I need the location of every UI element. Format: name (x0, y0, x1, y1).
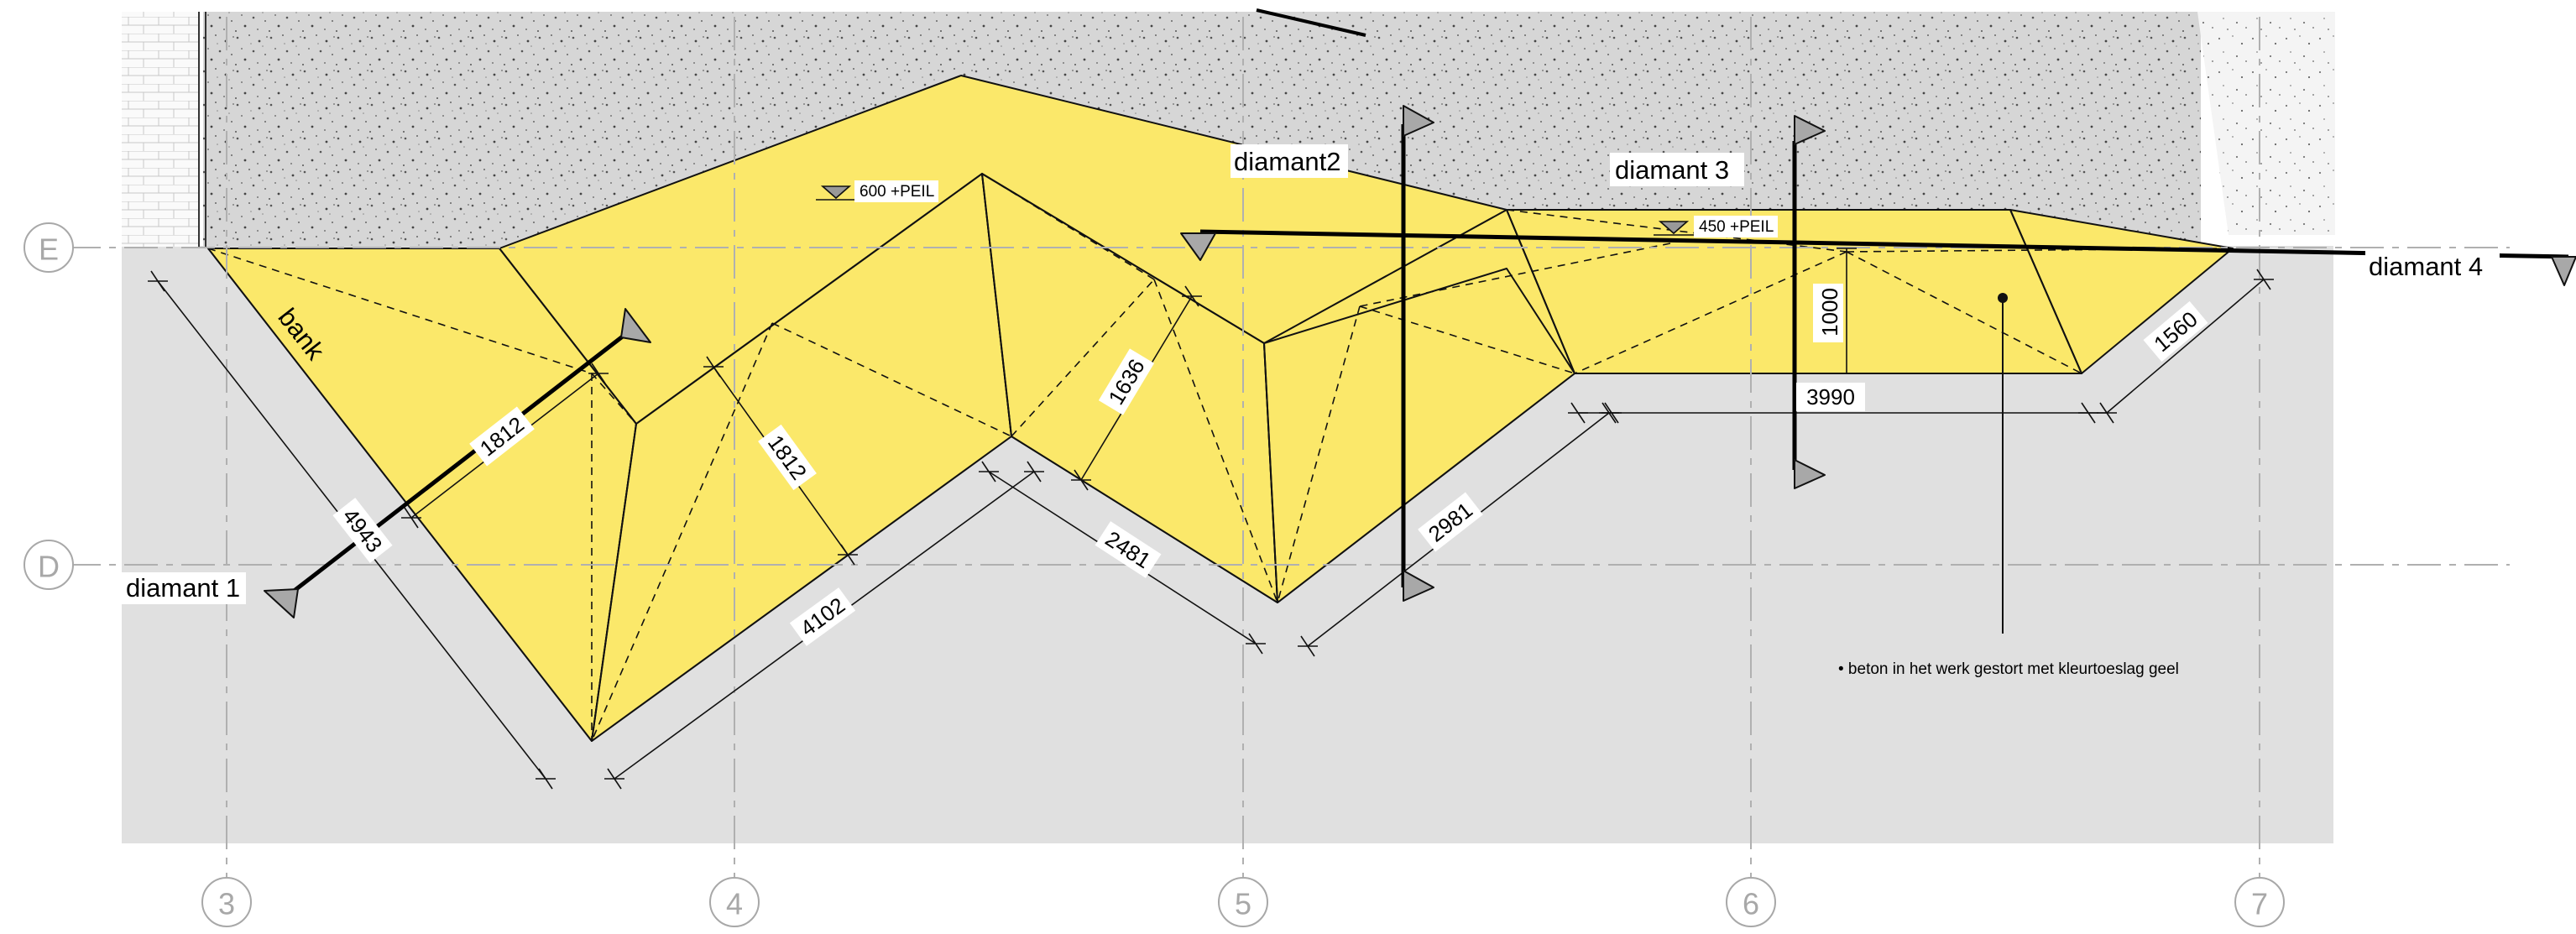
level-label-450: 450 +PEIL (1699, 218, 1774, 236)
level-triangle-icon (820, 185, 852, 200)
gravel-edge-area (2197, 12, 2335, 235)
grid-label-7: 7 (2251, 887, 2268, 921)
section-label-diamant-4: diamant 4 (2369, 252, 2483, 281)
section-label-diamant-1: diamant 1 (126, 573, 240, 603)
fold-lines (207, 173, 2234, 742)
brick-wall (122, 12, 199, 247)
section-arrow-icon (2551, 256, 2576, 286)
level-triangle-icon (1658, 221, 1690, 235)
level-markers (816, 185, 1694, 236)
grid-bubble-3 (201, 877, 252, 927)
section-arrow-icon (1403, 105, 1434, 137)
section-label-diamant-2: diamant2 (1234, 147, 1341, 176)
dimension-1000: 1000 (1817, 288, 1842, 337)
section-markers (264, 105, 2576, 618)
grid-bubble-D (24, 540, 74, 590)
section-arrow-icon (1180, 232, 1216, 261)
dimension-3990: 3990 (1806, 384, 1855, 410)
section-arrow-icon (1794, 459, 1826, 489)
section-cuts (284, 8, 2569, 599)
section-arrow-icon (1403, 570, 1434, 602)
section-arrow-icon (264, 588, 299, 618)
grid-label-6: 6 (1743, 887, 1759, 921)
note-leader (1998, 293, 2008, 634)
section-label-diamant-3: diamant 3 (1615, 155, 1729, 185)
grid-label-4: 4 (726, 887, 743, 921)
material-note: • beton in het werk gestort met kleurtoe… (1838, 660, 2179, 678)
grid-bubble-4 (709, 877, 760, 927)
grid-label-D: D (38, 550, 60, 584)
level-label-600: 600 +PEIL (860, 183, 934, 201)
grid-label-E: E (39, 232, 59, 267)
grid-bubble-5 (1218, 877, 1268, 927)
grid-label-3: 3 (218, 887, 235, 921)
grid-bubble-labels: E D 3 4 5 6 7 (38, 232, 2268, 921)
grid-bubble-6 (1726, 877, 1776, 927)
grid-bubble-7 (2234, 877, 2285, 927)
section-arrow-icon (620, 308, 651, 343)
section-arrow-icon (1794, 115, 1826, 145)
label-backgrounds (120, 144, 2500, 604)
grid-bubbles (24, 222, 2285, 927)
grid-lines (67, 17, 2510, 877)
grid-label-5: 5 (1235, 887, 1251, 921)
grid-bubble-E (24, 222, 74, 273)
